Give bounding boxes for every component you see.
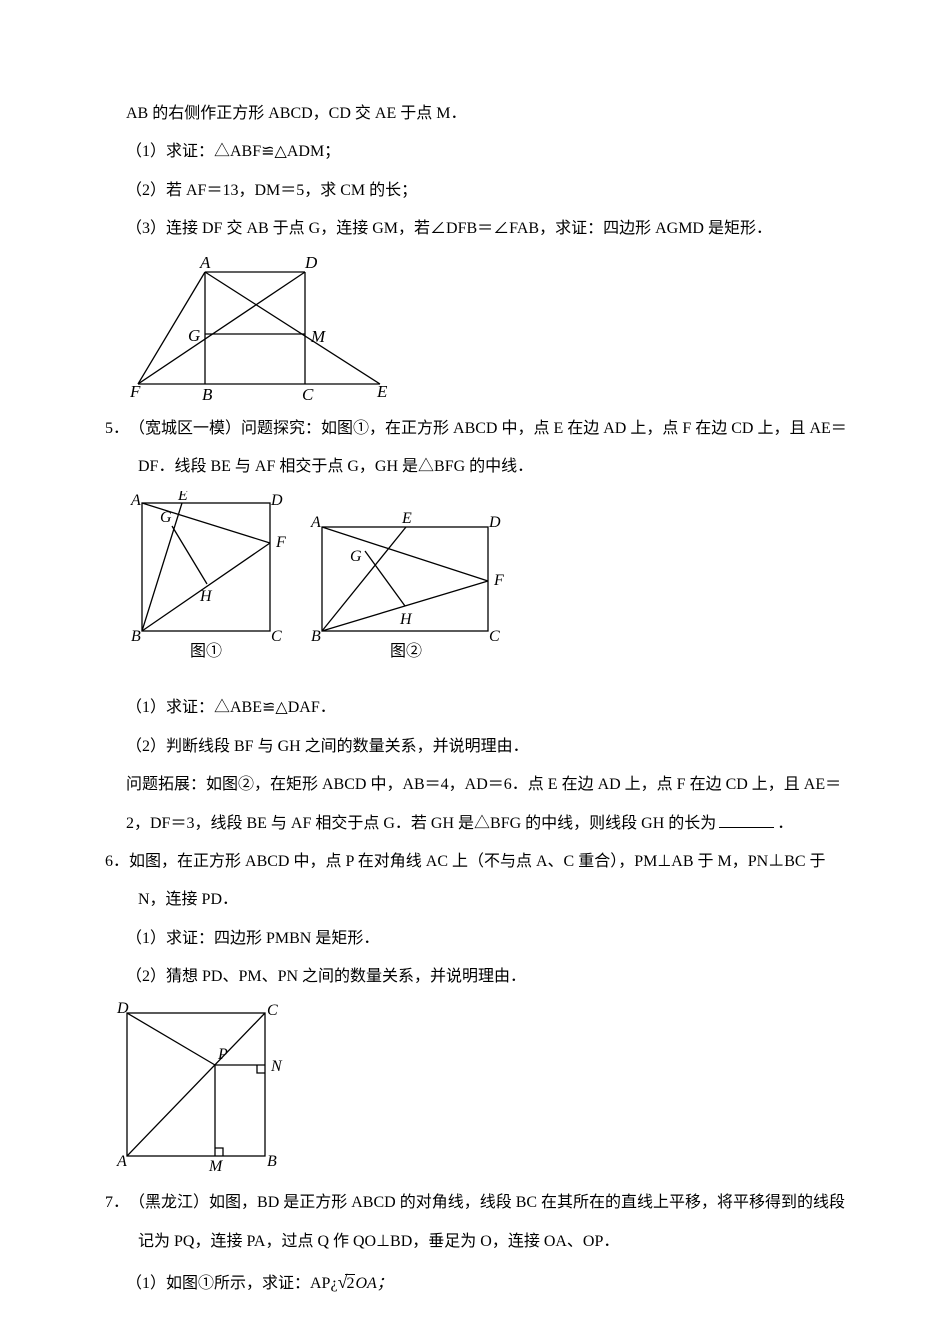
p5-ext2b: ． (777, 815, 793, 832)
svg-text:M: M (208, 1158, 224, 1175)
p7-line2: 记为 PQ，连接 PA，过点 Q 作 QO⊥BD，垂足为 O，连接 OA、OP． (105, 1223, 860, 1261)
fig1-caption: 图① (190, 642, 222, 660)
svg-text:B: B (311, 628, 321, 645)
p4-intro: AB 的右侧作正方形 ABCD，CD 交 AE 于点 M． (105, 95, 860, 133)
svg-text:E: E (401, 510, 412, 527)
p7-main: （黑龙江）如图，BD 是正方形 ABCD 的对角线，线段 BC 在其所在的直线上… (129, 1194, 845, 1211)
p6-line1: 6．如图，在正方形 ABCD 中，点 P 在对角线 AC 上（不与点 A、C 重… (105, 843, 860, 881)
svg-text:G: G (188, 326, 200, 345)
p5-fig2: A E D B C F G H 图② (310, 509, 510, 681)
p6-q2: （2）猜想 PD、PM、PN 之间的数量关系，并说明理由． (105, 958, 860, 996)
svg-text:M: M (310, 327, 326, 346)
p4-q2: （2）若 AF＝13，DM＝5，求 CM 的长； (105, 172, 860, 210)
svg-text:G: G (350, 548, 362, 565)
p7-q1: （1）如图①所示，求证：AP¿√2OA； (105, 1261, 860, 1304)
p7-q1a: （1）如图①所示，求证：AP (126, 1275, 330, 1292)
svg-text:D: D (488, 514, 501, 531)
svg-text:E: E (177, 491, 188, 504)
svg-text:C: C (267, 1002, 278, 1019)
p7-eq: ¿ (330, 1275, 337, 1292)
svg-text:B: B (267, 1153, 277, 1170)
svg-text:F: F (493, 572, 504, 589)
p5-ext2: 2，DF＝3，线段 BE 与 AF 相交于点 G．若 GH 是△BFG 的中线，… (105, 805, 860, 843)
p5-line1: 5．（宽城区一模）问题探究：如图①，在正方形 ABCD 中，点 E 在边 AD … (105, 410, 860, 448)
svg-text:H: H (199, 588, 213, 605)
p5-line2: DF．线段 BE 与 AF 相交于点 G，GH 是△BFG 的中线． (105, 448, 860, 486)
fig2-caption: 图② (390, 642, 422, 660)
svg-text:C: C (489, 628, 500, 645)
svg-text:A: A (310, 514, 321, 531)
sqrt-arg: 2 (345, 1274, 355, 1292)
svg-text:E: E (376, 382, 388, 401)
svg-text:A: A (130, 492, 141, 509)
svg-text:D: D (116, 1001, 129, 1017)
svg-text:D: D (270, 492, 283, 509)
svg-text:F: F (275, 534, 286, 551)
svg-text:C: C (271, 628, 282, 645)
svg-text:D: D (304, 254, 318, 272)
p4-q3: （3）连接 DF 交 AB 于点 G，连接 GM，若∠DFB＝∠FAB，求证：四… (105, 210, 860, 248)
sqrt-expr: √2 (338, 1261, 356, 1304)
svg-text:A: A (199, 254, 211, 272)
p5-q2: （2）判断线段 BF 与 GH 之间的数量关系，并说明理由． (105, 728, 860, 766)
p6-svg: D C A B P N M (115, 1001, 290, 1176)
p6-line2: N，连接 PD． (105, 881, 860, 919)
p7-line1: 7．（黑龙江）如图，BD 是正方形 ABCD 的对角线，线段 BC 在其所在的直… (105, 1184, 860, 1222)
svg-text:G: G (160, 509, 172, 526)
p5-q1: （1）求证：△ABE≌△DAF． (105, 689, 860, 727)
svg-text:B: B (202, 385, 213, 402)
p6-num: 6． (105, 843, 129, 881)
svg-text:F: F (130, 382, 141, 401)
svg-text:A: A (116, 1153, 127, 1170)
p6-figure: D C A B P N M (115, 1001, 860, 1176)
p5-main: （宽城区一模）问题探究：如图①，在正方形 ABCD 中，点 E 在边 AD 上，… (129, 420, 847, 437)
p5-num: 5． (105, 410, 129, 448)
p6-q1: （1）求证：四边形 PMBN 是矩形． (105, 920, 860, 958)
svg-text:B: B (131, 628, 141, 645)
svg-text:N: N (270, 1058, 283, 1075)
svg-text:H: H (399, 611, 413, 628)
svg-text:C: C (302, 385, 314, 402)
p5-figures: A E D B C F G H 图① A E D B C F G H 图② (130, 491, 860, 681)
p4-svg: F B C E A D G M (130, 254, 390, 402)
p7-q1b: OA； (355, 1275, 392, 1292)
p4-q1: （1）求证：△ABF≌△ADM； (105, 133, 860, 171)
p4-figure: F B C E A D G M (130, 254, 860, 402)
p5-fig1: A E D B C F G H 图① (130, 491, 290, 663)
p7-num: 7． (105, 1184, 129, 1222)
p6-main: 如图，在正方形 ABCD 中，点 P 在对角线 AC 上（不与点 A、C 重合）… (129, 853, 826, 870)
p5-ext1: 问题拓展：如图②，在矩形 ABCD 中，AB＝4，AD＝6．点 E 在边 AD … (105, 766, 860, 804)
blank-answer[interactable] (719, 827, 774, 828)
svg-text:P: P (217, 1046, 228, 1063)
p5-ext2a: 2，DF＝3，线段 BE 与 AF 相交于点 G．若 GH 是△BFG 的中线，… (126, 815, 716, 832)
